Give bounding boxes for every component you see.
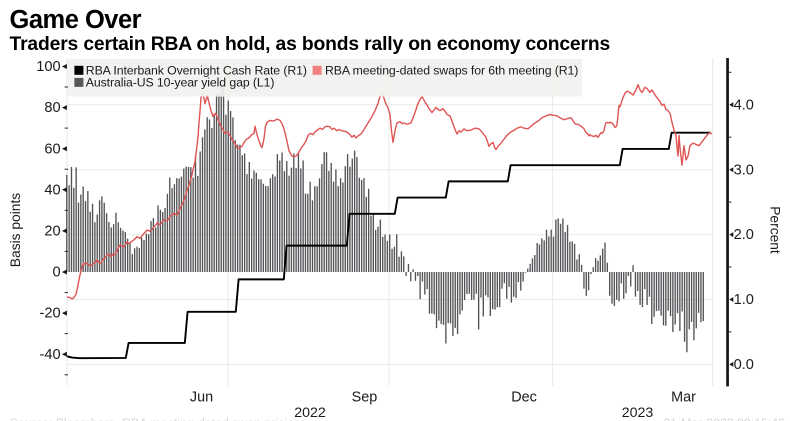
svg-text:0: 0 [52, 265, 60, 281]
svg-text:2023: 2023 [622, 405, 654, 421]
svg-text:20: 20 [44, 224, 60, 240]
svg-text:100: 100 [36, 59, 60, 75]
svg-text:Jun: Jun [190, 390, 213, 406]
svg-text:-40: -40 [40, 347, 61, 363]
svg-text:4.0: 4.0 [734, 97, 754, 113]
svg-text:80: 80 [44, 100, 60, 116]
svg-text:1.0: 1.0 [734, 292, 754, 308]
svg-text:Basis points: Basis points [8, 193, 23, 267]
svg-text:-20: -20 [40, 306, 61, 322]
svg-text:60: 60 [44, 141, 60, 157]
svg-text:Sep: Sep [352, 390, 378, 406]
svg-text:RBA meeting-dated swaps for 6t: RBA meeting-dated swaps for 6th meeting … [325, 63, 578, 77]
svg-text:Australia-US 10-year yield gap: Australia-US 10-year yield gap (L1) [86, 76, 275, 90]
svg-text:40: 40 [44, 182, 60, 198]
svg-text:Percent: Percent [768, 206, 783, 254]
svg-text:Mar: Mar [671, 390, 696, 406]
svg-text:3.0: 3.0 [734, 162, 754, 178]
svg-text:21-Mar-2023 09:15:46: 21-Mar-2023 09:15:46 [663, 416, 785, 421]
svg-text:RBA Interbank Overnight Cash R: RBA Interbank Overnight Cash Rate (R1) [86, 63, 307, 77]
svg-text:0.0: 0.0 [734, 357, 754, 373]
svg-text:Source: Bloomberg, RBA meeting: Source: Bloomberg, RBA meeting-dated swa… [10, 416, 301, 421]
svg-text:2.0: 2.0 [734, 227, 754, 243]
svg-text:Dec: Dec [511, 390, 537, 406]
svg-text:2022: 2022 [294, 405, 326, 421]
